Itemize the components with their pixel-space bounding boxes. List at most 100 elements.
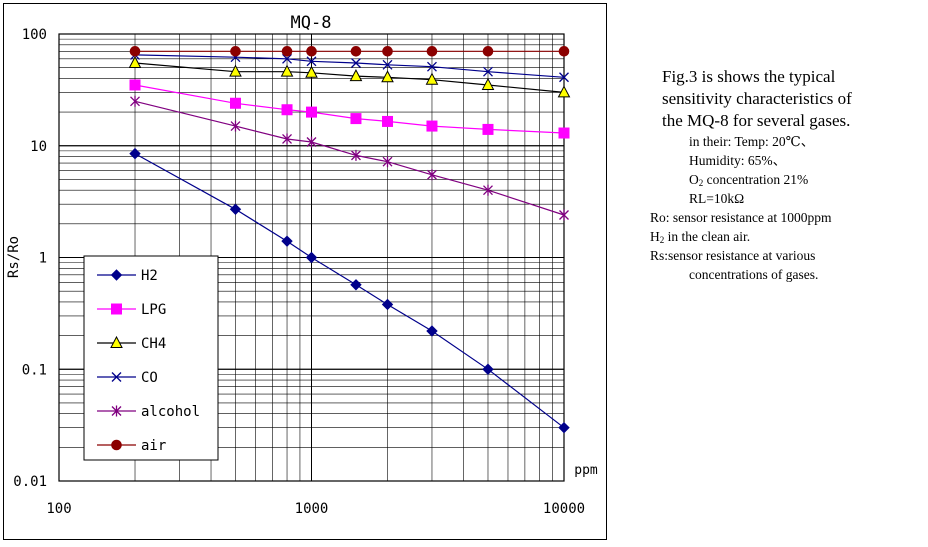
legend-label-alcohol: alcohol <box>141 404 200 420</box>
data-point-h2 <box>229 203 242 216</box>
data-point-air <box>306 46 317 57</box>
legend-marker-co <box>111 372 122 382</box>
legend: H2 LPG CH4 CO alcohol air <box>83 255 219 461</box>
series <box>128 46 571 434</box>
data-point-lpg <box>482 123 494 135</box>
data-point-alcohol <box>282 133 292 145</box>
data-point-ch4 <box>557 85 571 98</box>
y-tick-label: 10 <box>30 139 47 155</box>
mq8-sensitivity-chart: MQ-8 Rs/Ro ppm 0.01 0.1 1 10 100 100 1000 10000… <box>6 13 598 517</box>
legend-entry-co: CO <box>97 370 158 386</box>
data-point-alcohol <box>382 156 393 168</box>
series-ch4 <box>128 55 571 98</box>
data-point-lpg <box>382 115 394 127</box>
series-line-co <box>134 54 565 78</box>
legend-entry-lpg: LPG <box>97 302 166 318</box>
data-point-air <box>426 46 438 57</box>
data-point-alcohol <box>230 120 241 132</box>
data-point-h2 <box>350 279 362 291</box>
x-tick-label: 10000 <box>543 501 585 517</box>
data-point-alcohol <box>306 136 317 148</box>
caption-ro-h2: H2 in the clean air. <box>650 229 751 245</box>
legend-label-air: air <box>141 438 166 454</box>
data-point-alcohol <box>483 184 493 196</box>
data-point-h2 <box>482 363 494 375</box>
data-point-ch4 <box>381 70 394 83</box>
legend-marker-lpg <box>111 303 122 315</box>
x-axis-label: ppm <box>574 463 598 478</box>
legend-label-ch4: CH4 <box>141 336 166 352</box>
data-point-lpg <box>229 97 241 109</box>
data-point-ch4 <box>425 72 439 85</box>
data-point-ch4 <box>229 64 242 77</box>
data-point-alcohol <box>427 169 437 181</box>
data-point-lpg <box>306 106 317 118</box>
data-point-air <box>482 46 494 57</box>
data-point-ch4 <box>128 55 142 69</box>
data-point-air <box>129 46 141 57</box>
legend-marker-ch4 <box>110 335 123 348</box>
data-point-co <box>306 56 317 67</box>
data-point-alcohol <box>559 209 569 221</box>
x-tick-label: 1000 <box>295 501 329 517</box>
legend-entry-h2: H2 <box>97 268 158 284</box>
y-tick-label: 1 <box>39 251 47 267</box>
legend-marker-air <box>111 439 122 451</box>
data-point-h2 <box>305 251 318 264</box>
y-tick-label: 100 <box>22 27 47 43</box>
y-tick-label: 0.01 <box>13 474 47 490</box>
caption-condition-temp: in their: Temp: 20℃、 <box>689 134 815 149</box>
chart-frame <box>3 3 607 540</box>
data-point-co <box>351 58 361 68</box>
caption-condition-humidity: Humidity: 65%、 <box>689 153 787 168</box>
legend-box <box>83 255 219 461</box>
figure-caption: Fig.3 is shows the typical sensitivity c… <box>650 66 924 284</box>
series-lpg <box>129 79 570 139</box>
data-point-lpg <box>350 113 362 125</box>
y-axis-label: Rs/Ro <box>6 236 22 278</box>
data-point-lpg <box>558 127 570 139</box>
data-point-air <box>382 46 393 57</box>
legend-label-h2: H2 <box>141 268 158 284</box>
data-point-co <box>559 72 569 83</box>
data-point-co <box>427 61 437 72</box>
data-point-h2 <box>381 298 394 311</box>
caption-condition-oxygen: O2 concentration 21% <box>689 172 809 188</box>
caption-line-1: Fig.3 is shows the typical <box>662 67 836 86</box>
data-point-h2 <box>558 421 570 434</box>
caption-rs-definition-cont: concentrations of gases. <box>689 267 819 282</box>
data-point-lpg <box>426 120 438 132</box>
data-point-alcohol <box>130 95 140 107</box>
caption-line-2: sensitivity characteristics of <box>662 89 852 108</box>
data-point-alcohol <box>351 149 361 161</box>
data-point-ch4 <box>305 65 318 78</box>
data-point-lpg <box>129 79 141 91</box>
caption-condition-rl: RL=10kΩ <box>689 191 745 206</box>
data-point-h2 <box>426 325 438 337</box>
legend-marker-h2 <box>110 269 123 281</box>
y-tick-label: 0.1 <box>22 362 47 378</box>
legend-label-lpg: LPG <box>141 302 166 318</box>
data-point-h2 <box>129 147 141 160</box>
series-alcohol <box>130 95 569 221</box>
data-point-co <box>382 59 393 70</box>
legend-entry-alcohol: alcohol <box>97 404 200 420</box>
data-point-ch4 <box>349 69 363 82</box>
data-point-co <box>483 66 493 77</box>
data-point-air <box>350 46 362 57</box>
series-air <box>129 46 570 57</box>
legend-label-co: CO <box>141 370 158 386</box>
series-line-alcohol <box>134 100 565 216</box>
legend-entry-air: air <box>97 438 166 454</box>
caption-ro-definition: Ro: sensor resistance at 1000ppm <box>650 210 832 225</box>
chart-title: MQ-8 <box>291 13 332 33</box>
data-point-h2 <box>281 235 293 247</box>
tick-labels: 0.01 0.1 1 10 100 100 1000 10000 <box>13 27 585 517</box>
x-tick-label: 100 <box>46 501 71 517</box>
data-point-co <box>282 53 292 64</box>
series-co <box>130 49 569 83</box>
data-point-lpg <box>281 104 293 116</box>
caption-line-3: the MQ-8 for several gases. <box>662 111 851 130</box>
plot-area-border <box>58 33 565 482</box>
